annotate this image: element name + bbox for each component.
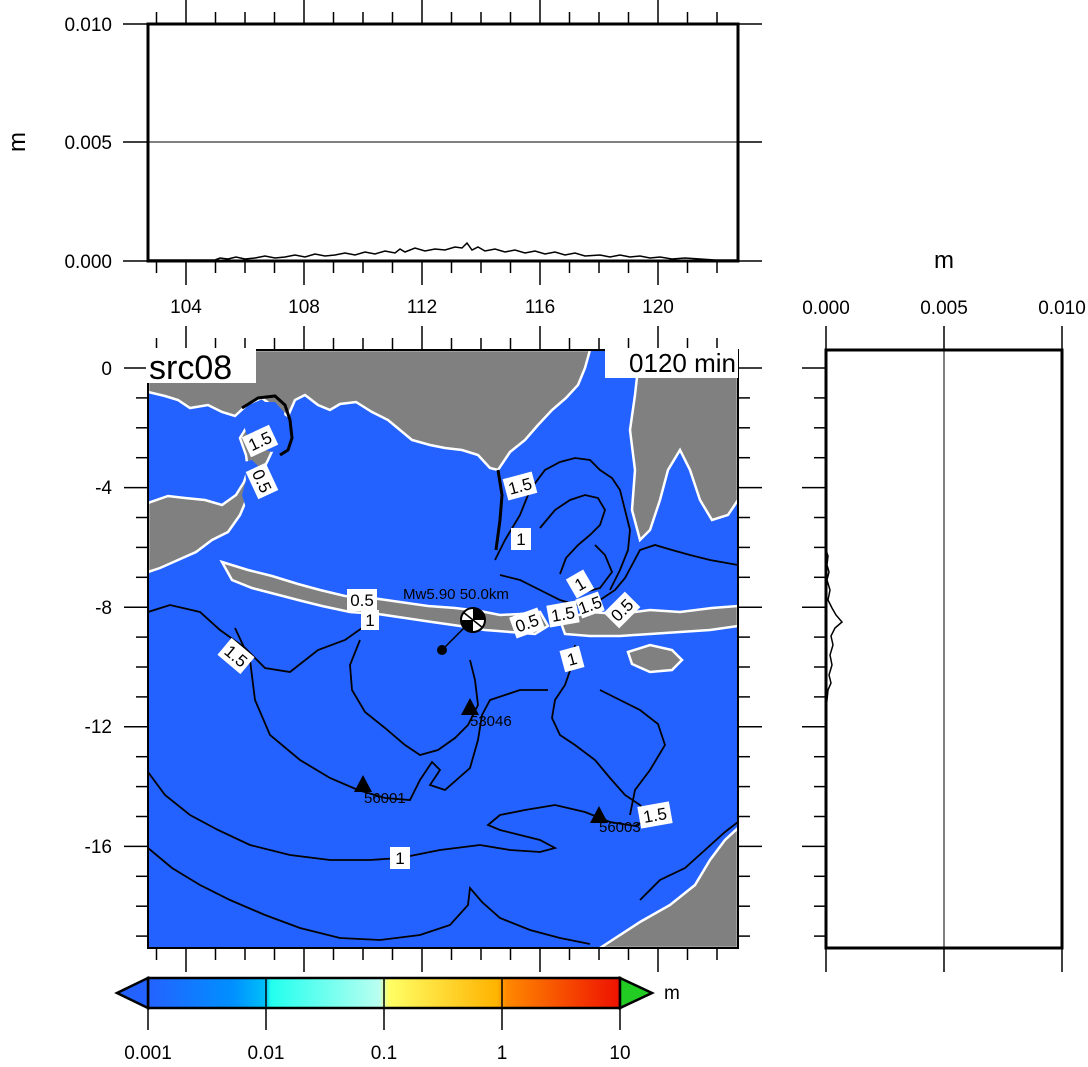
time-label: 0120 min xyxy=(629,348,736,378)
top-profile-x-ticks xyxy=(155,0,718,285)
svg-text:56001: 56001 xyxy=(364,790,406,807)
land-borneo xyxy=(148,350,592,472)
station-53046: 53046 xyxy=(461,698,512,730)
map-y-tick-12: -12 xyxy=(85,717,112,738)
top-y-tick-0: 0.010 xyxy=(64,15,112,36)
top-x-tick-120: 120 xyxy=(642,297,674,318)
right-profile-line xyxy=(825,350,844,948)
map-title-box xyxy=(146,348,256,383)
event-label: Mw5.90 50.0km xyxy=(403,586,509,603)
colorbar: m 0.001 0.01 0.1 1 10 xyxy=(114,976,680,1064)
map-y-tick-4: -4 xyxy=(95,478,112,499)
land-sulawesi xyxy=(628,350,738,543)
focal-mechanism xyxy=(437,607,486,655)
top-y-tick-2: 0.000 xyxy=(64,252,112,273)
station-56003: 56003 xyxy=(590,806,641,836)
colorbar-tick-3: 1 xyxy=(497,1043,508,1064)
svg-text:53046: 53046 xyxy=(470,713,512,730)
top-x-tick-116: 116 xyxy=(525,297,555,318)
top-x-tick-108: 108 xyxy=(288,297,320,318)
right-x-tick-0: 0.000 xyxy=(802,298,850,319)
colorbar-tick-2: 0.1 xyxy=(371,1043,397,1064)
contour-label: 1 xyxy=(395,849,404,868)
land-sumba xyxy=(626,643,684,674)
map-y-tick-8: -8 xyxy=(95,598,112,619)
top-x-tick-104: 104 xyxy=(170,297,202,318)
map-frame xyxy=(147,349,739,949)
right-profile-panel: m 0.000 0.005 0.010 xyxy=(802,247,1086,972)
colorbar-tick-4: 10 xyxy=(609,1043,630,1064)
contour-label: 1 xyxy=(365,611,374,630)
colorbar-tick-0: 0.001 xyxy=(124,1043,172,1064)
colorbar-unit: m xyxy=(664,983,680,1004)
contour-labels: 1.5 0.5 1.5 1 1 0.5 1 1.5 0.5 1.5 0.5 1 … xyxy=(217,424,673,869)
top-x-tick-112: 112 xyxy=(407,297,437,318)
map-y-tick-0: 0 xyxy=(101,359,112,380)
top-profile-ylabel: m xyxy=(4,132,31,152)
map-panel: 0 -4 -8 -12 -16 src08 0120 min Mw5.90 50… xyxy=(85,326,762,972)
colorbar-over-triangle xyxy=(618,976,655,1010)
colorbar-under-triangle xyxy=(114,976,150,1010)
map-y-tick-16: -16 xyxy=(85,837,112,858)
contour-lines xyxy=(148,457,738,945)
contour-label: 1.5 xyxy=(550,603,577,626)
map-title: src08 xyxy=(149,349,232,387)
right-profile-y-ticks xyxy=(802,367,826,937)
top-y-tick-1: 0.005 xyxy=(64,133,112,154)
top-profile-panel: 0.010 0.005 0.000 m 104 108 112 116 120 xyxy=(4,0,762,318)
top-profile-y-ticks xyxy=(123,23,762,262)
right-profile-x-ticks xyxy=(825,326,1063,972)
contour-label: 1.5 xyxy=(642,804,669,827)
right-profile-xlabel: m xyxy=(934,247,954,274)
map-y-ticks xyxy=(124,367,762,937)
contour-label: 0.5 xyxy=(350,591,374,610)
land-australia xyxy=(597,826,738,948)
colorbar-tick-1: 0.01 xyxy=(248,1043,285,1064)
time-label-box xyxy=(605,348,738,378)
right-x-tick-1: 0.005 xyxy=(920,298,968,319)
svg-text:56003: 56003 xyxy=(599,819,641,836)
right-x-tick-2: 0.010 xyxy=(1038,298,1086,319)
contour-label: 1 xyxy=(516,530,525,549)
top-profile-line xyxy=(148,241,738,261)
station-56001: 56001 xyxy=(354,775,406,807)
